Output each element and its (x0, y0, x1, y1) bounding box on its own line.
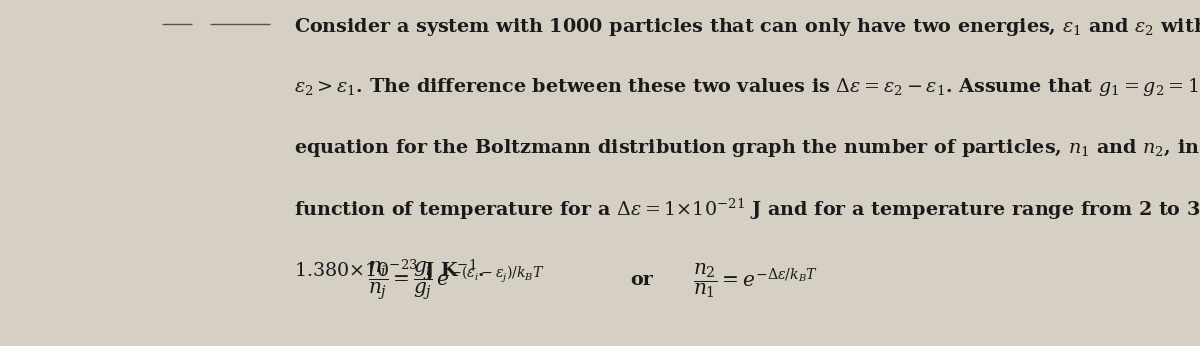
Text: equation for the Boltzmann distribution graph the number of particles, $n_1$ and: equation for the Boltzmann distribution … (294, 137, 1200, 159)
Text: $\dfrac{n_2}{n_1} = e^{-\Delta\varepsilon/k_BT}$: $\dfrac{n_2}{n_1} = e^{-\Delta\varepsilo… (694, 261, 818, 300)
Text: function of temperature for a $\Delta\varepsilon = 1{\times}10^{-21}$ J and for : function of temperature for a $\Delta\va… (294, 197, 1200, 222)
Text: Consider a system with 1000 particles that can only have two energies, $\varepsi: Consider a system with 1000 particles th… (294, 16, 1200, 38)
Text: $\varepsilon_2 > \varepsilon_1$. The difference between these two values is $\De: $\varepsilon_2 > \varepsilon_1$. The dif… (294, 76, 1200, 98)
Text: $\dfrac{n_i}{n_j} = \dfrac{g_i}{g_j}\, e^{-(\varepsilon_i-\varepsilon_j)/k_BT}$: $\dfrac{n_i}{n_j} = \dfrac{g_i}{g_j}\, e… (367, 259, 545, 302)
Text: or: or (630, 271, 654, 289)
Text: $1.380{\times}10^{-23}$ J K$^{-1}$.: $1.380{\times}10^{-23}$ J K$^{-1}$. (294, 258, 484, 283)
